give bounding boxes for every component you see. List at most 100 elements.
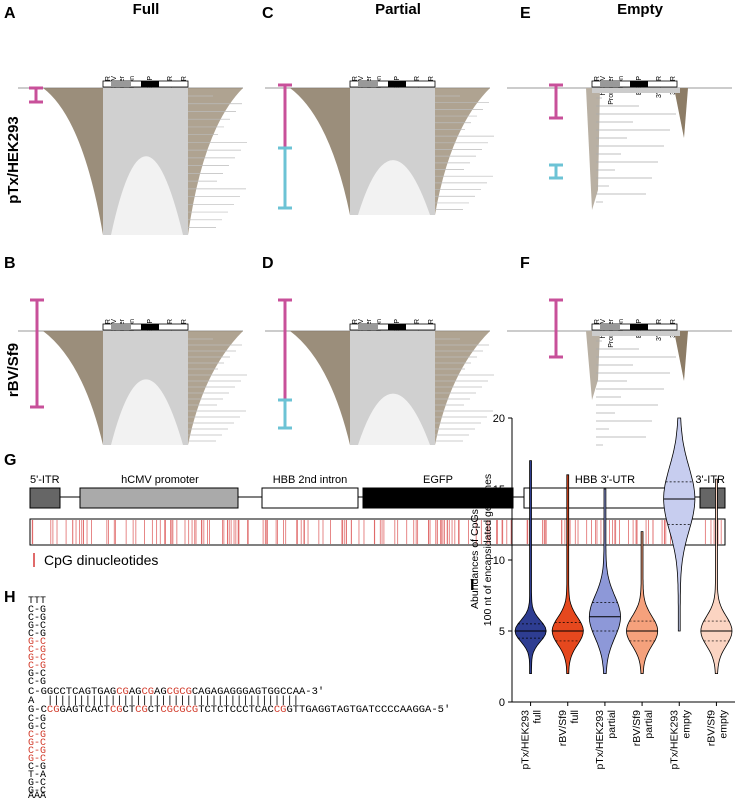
reads (586, 88, 600, 210)
map-element (699, 487, 726, 509)
base: CG (167, 686, 180, 698)
y-tick-label: 20 (493, 413, 505, 425)
map-element-label: HBB 2nd intron (273, 474, 348, 486)
reads (290, 331, 350, 445)
y-axis-label: 100 nt of encapsidated genomes (482, 474, 494, 626)
hairpin-stem: C-G (28, 613, 46, 624)
hairpin-stem: G-C (28, 722, 46, 733)
hairpin-stem: G-C (28, 754, 46, 765)
panel-label: A (4, 5, 16, 22)
hairpin-stem: C-G (28, 645, 46, 656)
y-tick-label: 15 (493, 484, 505, 496)
base: CG (116, 686, 129, 698)
base: G-C (28, 704, 47, 716)
reads (674, 88, 688, 138)
x-tick-label: empty (717, 709, 729, 738)
column-title: Partial (375, 1, 421, 18)
map-element-label: EGFP (423, 474, 453, 486)
base: C-GGCCTCAGTGAG (28, 686, 116, 698)
map-element-label: 5'-ITR (30, 474, 60, 486)
column-title: Empty (617, 1, 664, 18)
x-tick-label: partial (606, 710, 618, 739)
hairpin-stem: C-G (28, 629, 46, 640)
hairpin-stem: G-C (28, 621, 46, 632)
hairpin-stem: G-C (28, 637, 46, 648)
violin (663, 417, 696, 632)
map-element (261, 487, 359, 509)
panel-label: D (262, 255, 274, 272)
panel-label: H (4, 589, 16, 606)
read-pileup (18, 87, 247, 235)
hairpin-stem: C-G (28, 746, 46, 757)
base: CAGAGAGGGAGTGGCCAA-3′ (192, 686, 324, 698)
base: CG (179, 686, 192, 698)
track-egfp (141, 324, 159, 330)
reads (435, 88, 490, 215)
violin (626, 531, 659, 674)
base: CG (274, 704, 287, 716)
base: AG (154, 686, 167, 698)
hairpin-stem: C-G (28, 714, 46, 725)
base: GTTGAGGTAGTGATCCCCAAGGA-5′ (286, 704, 450, 716)
track-egfp (141, 81, 159, 87)
hairpin-end: AAA (28, 791, 46, 802)
x-tick-label: partial (643, 710, 655, 739)
hairpin-stem: T-A (28, 770, 46, 781)
hairpin-stem: G-C (28, 653, 46, 664)
track-cmv (111, 325, 131, 329)
map-element-label: 3'-ITR (695, 474, 725, 486)
panel-label: G (4, 452, 16, 469)
hairpin-stem: G-C (28, 778, 46, 789)
reads (586, 331, 600, 400)
base: CG (160, 704, 173, 716)
x-tick-label: rBV/Sf9 (705, 710, 717, 746)
base: CG (141, 686, 154, 698)
read-pileup (507, 87, 732, 210)
y-tick-label: 0 (499, 697, 505, 709)
column-title: Full (133, 1, 160, 18)
base: CG (173, 704, 186, 716)
reads (290, 88, 350, 215)
x-tick-label: empty (680, 709, 692, 738)
panel-label: B (4, 255, 16, 272)
base: CG (186, 704, 199, 716)
track-egfp (630, 81, 648, 87)
reads (674, 331, 688, 381)
track-cmv (358, 82, 378, 86)
reads (43, 331, 103, 445)
hairpin-stem: C-G (28, 605, 46, 616)
hairpin-stem: C-G (28, 661, 46, 672)
cpg-track (29, 518, 726, 546)
map-element-label: hCMV promoter (121, 474, 199, 486)
map-element (362, 487, 514, 509)
violin (551, 474, 584, 674)
row-label: pTx/HEK293 (5, 116, 22, 204)
row-label: rBV/Sf9 (5, 343, 22, 397)
reads (188, 88, 243, 235)
read-pileup (507, 330, 732, 446)
x-tick-label: full (532, 710, 544, 723)
reads (43, 88, 103, 235)
map-element (29, 487, 61, 509)
x-tick-label: pTx/HEK293 (668, 710, 680, 770)
track-cmv (600, 82, 620, 86)
reads (111, 379, 183, 445)
hairpin-stem: G-C (28, 669, 46, 680)
track-cmv (358, 325, 378, 329)
reads (111, 156, 183, 235)
x-tick-label: pTx/HEK293 (594, 710, 606, 770)
map-element-label: HBB 3'-UTR (575, 474, 635, 486)
read-pileup (265, 330, 494, 445)
base: TCTCTCCCTCAC (198, 704, 274, 716)
read-pileup (18, 330, 247, 445)
hairpin-stem: G-C (28, 738, 46, 749)
read-pileup (265, 87, 494, 215)
panel-label: F (520, 255, 530, 272)
map-element (79, 487, 239, 509)
hairpin-loop: TTT (28, 596, 46, 607)
x-tick-label: pTx/HEK293 (520, 710, 532, 770)
hairpin-stem: G-C (28, 786, 46, 797)
reads (358, 160, 430, 215)
hairpin-pairing: |||||||||||||||||||||||||||||||||||||||| (47, 695, 299, 707)
track-egfp (388, 324, 406, 330)
